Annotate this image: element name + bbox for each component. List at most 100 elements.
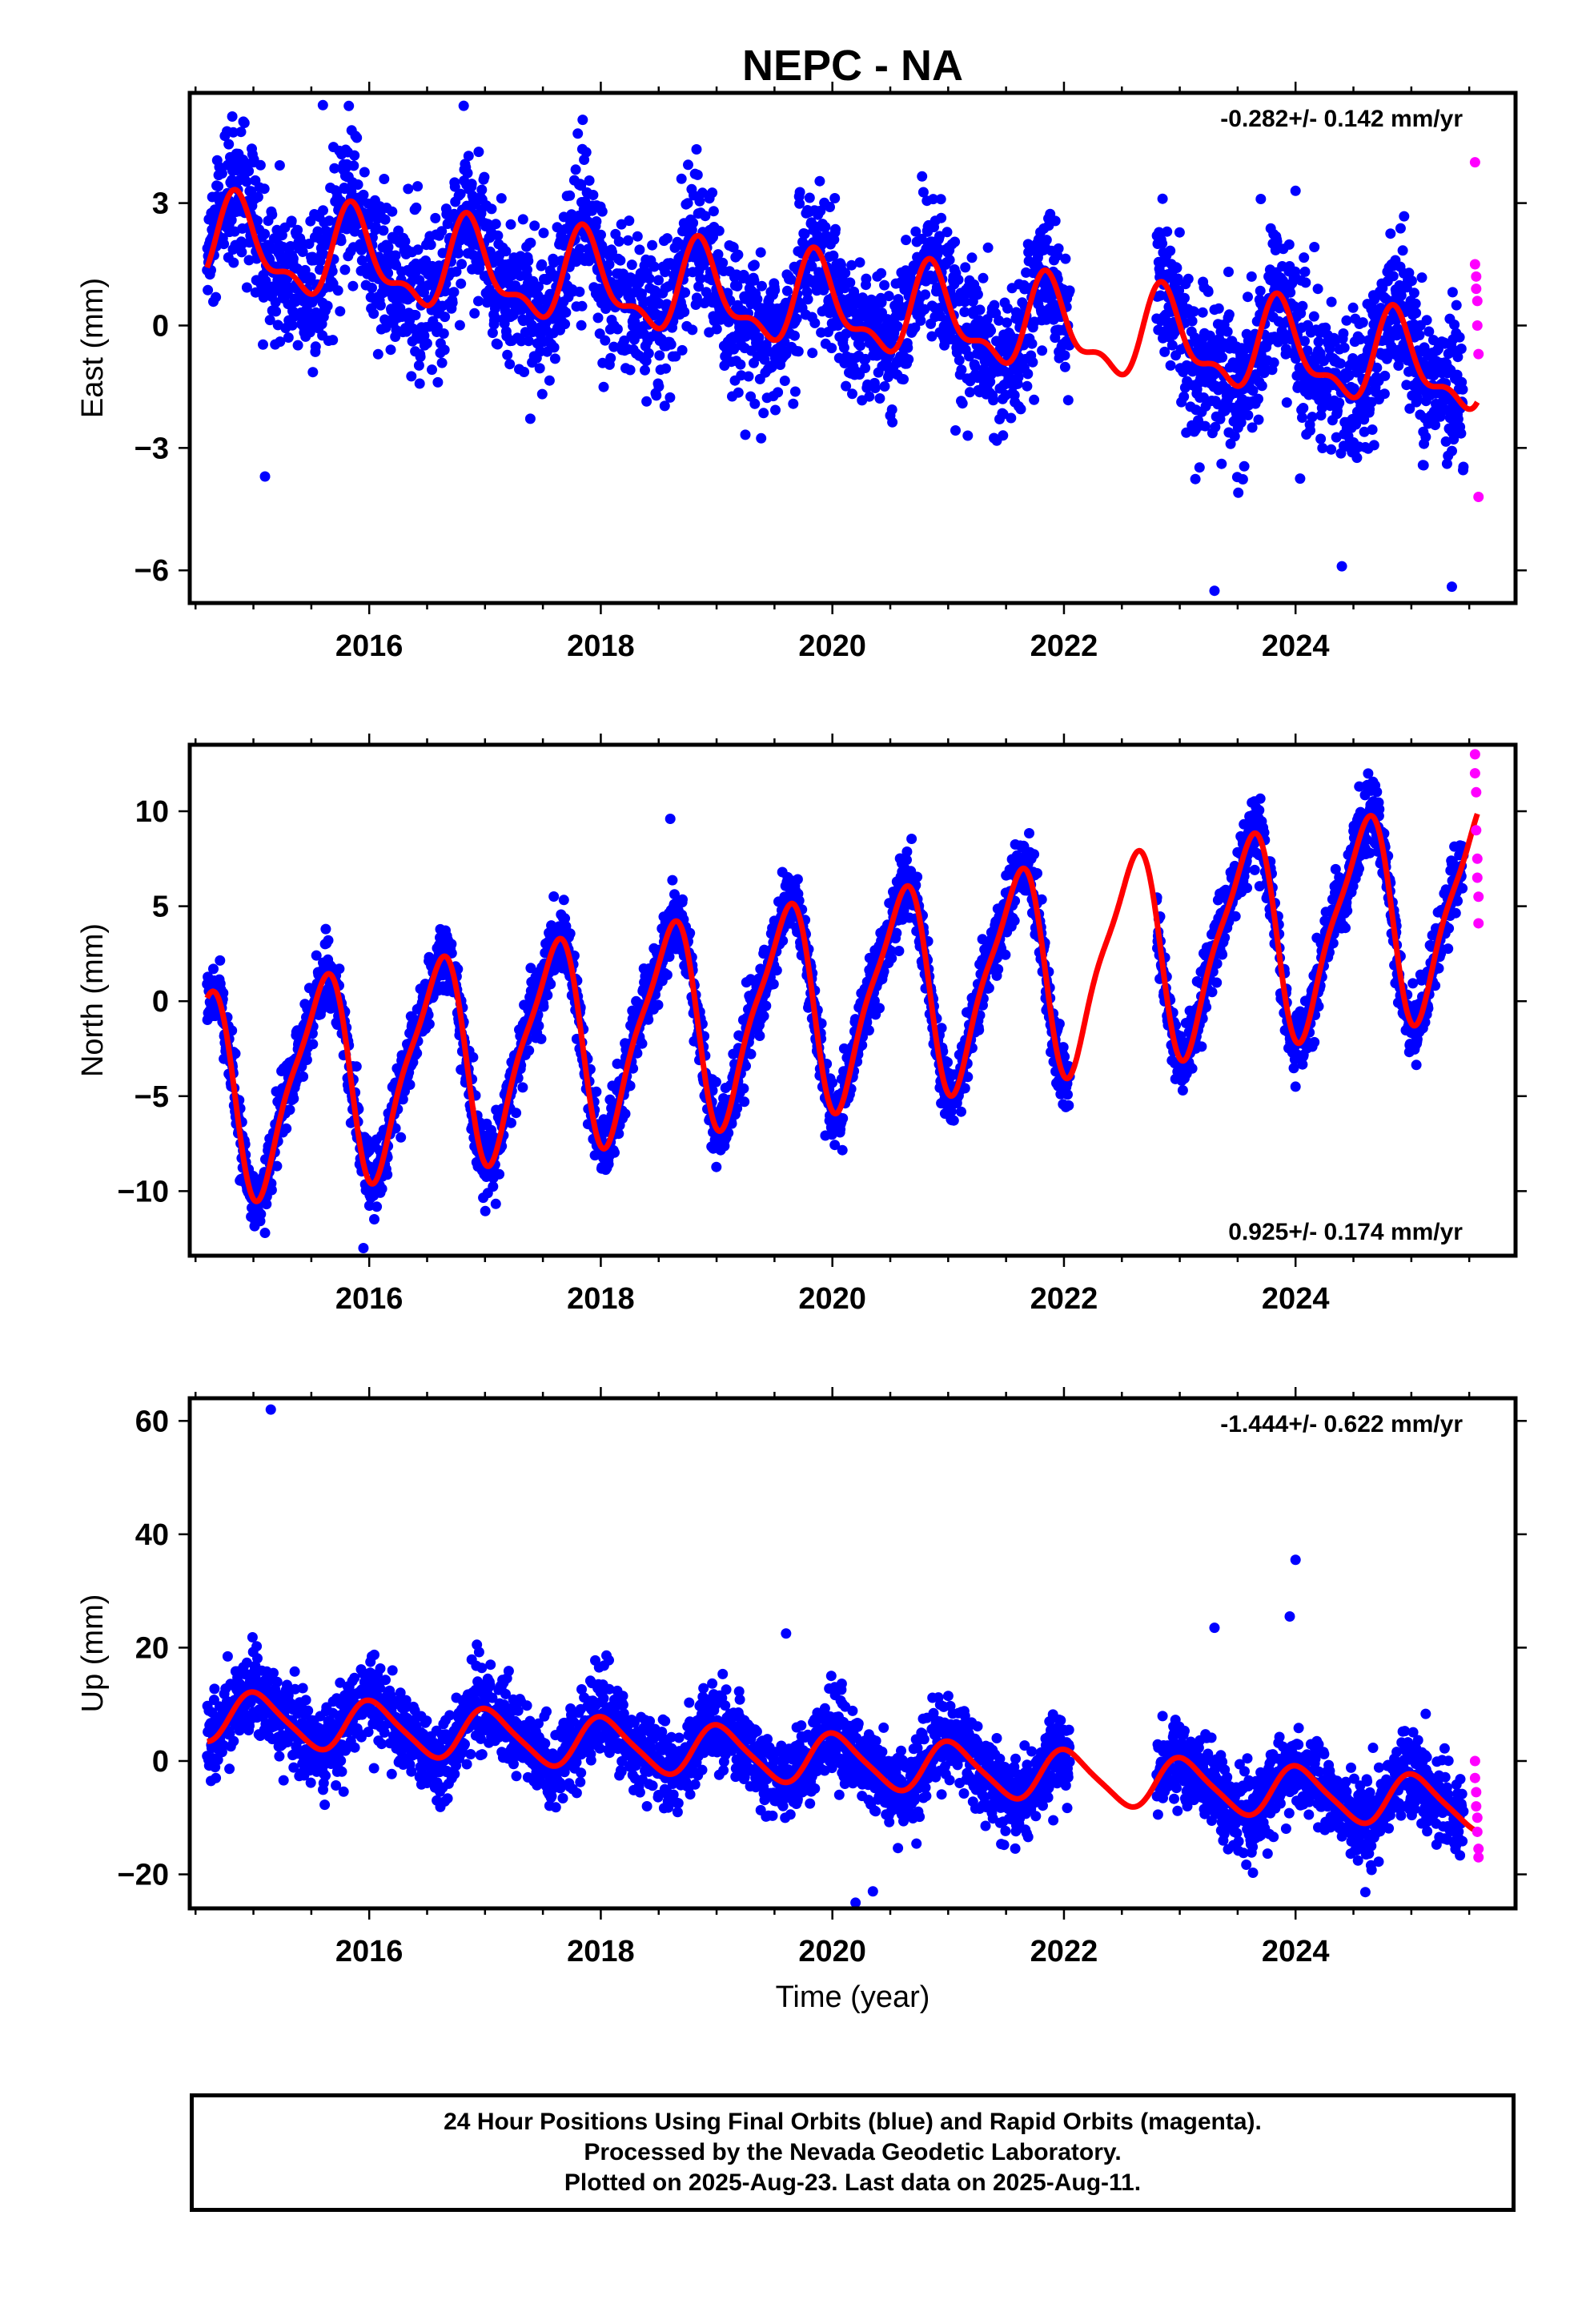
data-point	[1212, 399, 1223, 410]
data-point	[802, 294, 813, 305]
data-point	[966, 252, 978, 263]
data-point	[510, 280, 521, 292]
data-point	[588, 190, 599, 200]
data-point	[322, 300, 333, 312]
data-point	[640, 364, 650, 376]
data-point	[259, 228, 271, 239]
data-point	[676, 173, 687, 184]
data-point	[962, 430, 974, 441]
data-point	[957, 398, 968, 409]
data-point	[332, 285, 343, 296]
data-point	[688, 217, 699, 228]
data-point	[1216, 458, 1227, 469]
data-point	[1060, 253, 1071, 264]
data-point	[757, 280, 767, 292]
data-point	[1050, 215, 1061, 227]
data-point	[227, 111, 238, 122]
data-point	[944, 255, 955, 266]
data-point	[369, 1214, 379, 1224]
data-point	[1194, 462, 1205, 473]
data-point	[246, 186, 257, 197]
data-point	[219, 239, 230, 250]
data-point	[367, 283, 377, 293]
data-point	[1456, 428, 1467, 439]
data-point	[917, 171, 928, 182]
data-point	[1454, 332, 1465, 343]
data-point	[1159, 346, 1170, 357]
data-point	[759, 354, 770, 365]
data-point	[876, 297, 887, 308]
y-tick-label: −3	[135, 432, 169, 465]
data-point	[758, 408, 769, 419]
data-point	[552, 222, 563, 233]
data-point	[1002, 303, 1013, 314]
data-point	[536, 259, 548, 270]
data-point	[329, 163, 340, 174]
data-point	[1197, 307, 1208, 318]
data-point	[489, 303, 500, 314]
data-point	[847, 388, 857, 400]
data-point	[1326, 444, 1337, 455]
data-point	[318, 249, 329, 259]
data-point	[860, 363, 871, 373]
data-point	[1027, 356, 1038, 368]
data-point	[584, 175, 595, 186]
data-point	[576, 300, 588, 312]
data-point	[448, 287, 460, 298]
east-final-orbit-points	[202, 99, 1469, 597]
data-point	[959, 307, 970, 317]
data-point	[1414, 330, 1425, 340]
data-point	[349, 150, 360, 161]
data-point	[739, 1096, 750, 1108]
data-point	[609, 1147, 620, 1158]
data-point	[1299, 252, 1310, 263]
data-point	[677, 344, 688, 356]
data-point	[536, 388, 548, 400]
data-point	[393, 225, 404, 236]
rapid-point	[1473, 492, 1484, 503]
data-point	[490, 1198, 501, 1209]
x-tick-label: 2022	[1030, 629, 1098, 663]
data-point	[292, 224, 303, 235]
data-point	[620, 1108, 631, 1120]
data-point	[427, 364, 437, 376]
data-point	[691, 292, 702, 304]
data-point	[208, 963, 219, 975]
data-point	[1022, 380, 1033, 392]
data-point	[396, 1132, 407, 1143]
data-point	[227, 127, 239, 138]
data-point	[1308, 311, 1319, 322]
data-point	[264, 315, 275, 326]
data-point	[687, 324, 698, 336]
data-point	[887, 416, 898, 428]
data-point	[1379, 370, 1391, 381]
data-point	[970, 361, 981, 372]
data-point	[807, 348, 818, 359]
data-point	[607, 247, 617, 258]
data-point	[624, 364, 636, 376]
data-point	[1239, 460, 1250, 472]
rapid-point	[1469, 259, 1480, 270]
data-point	[711, 1161, 722, 1172]
data-point	[504, 359, 516, 370]
data-point	[661, 233, 673, 244]
data-point	[241, 282, 252, 293]
data-point	[935, 194, 946, 205]
data-point	[608, 341, 620, 352]
data-point	[1298, 403, 1309, 413]
data-point	[936, 212, 947, 223]
data-point	[1297, 300, 1308, 312]
data-point	[564, 928, 576, 939]
data-point	[558, 895, 569, 906]
data-point	[869, 383, 881, 393]
data-point	[283, 332, 294, 343]
data-point	[259, 183, 270, 195]
outlier-point	[1446, 581, 1457, 593]
data-point	[371, 1201, 383, 1212]
data-point	[838, 342, 849, 353]
data-point	[1421, 315, 1432, 326]
data-point	[303, 239, 315, 249]
data-point	[898, 374, 909, 385]
data-point	[320, 923, 331, 935]
data-point	[480, 1205, 491, 1216]
